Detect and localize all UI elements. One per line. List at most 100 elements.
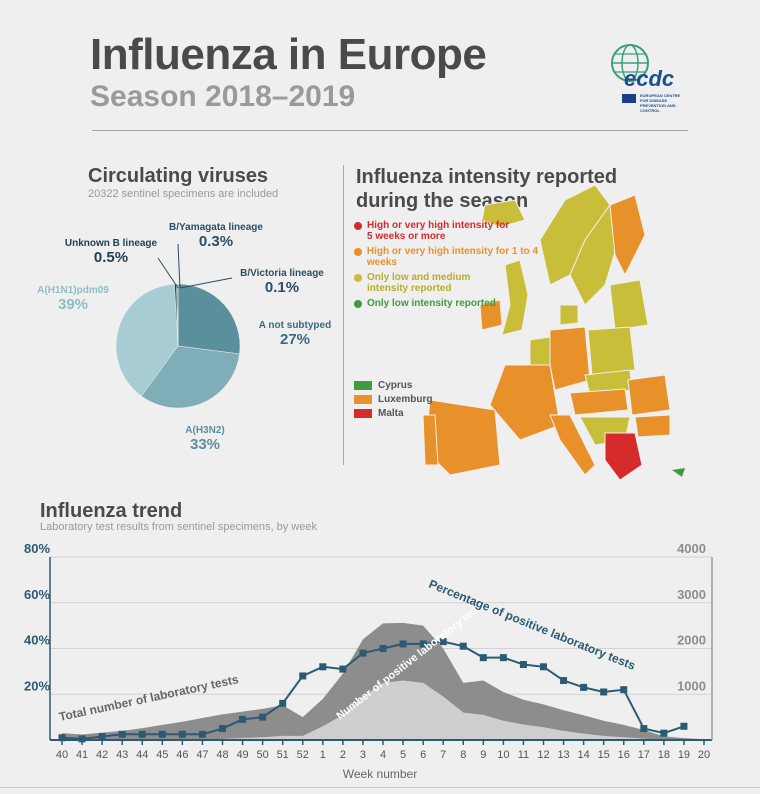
legend-label: Only low intensity reported <box>367 298 496 309</box>
map-ireland <box>479 299 503 331</box>
legend-item-low-medium: Only low and medium intensity reported <box>354 272 554 294</box>
ecdc-logo: ecdc EUROPEAN CENTRE FOR DISEASE PREVENT… <box>600 38 680 113</box>
legend-dot-icon <box>354 300 362 308</box>
map-poland <box>587 326 636 376</box>
x-tick-label: 18 <box>658 749 670 761</box>
small-country-label: Luxemburg <box>378 394 433 405</box>
map-iceland <box>481 199 526 228</box>
x-tick-label: 44 <box>136 749 148 761</box>
percent-point <box>660 729 668 737</box>
x-tick-label: 42 <box>96 749 108 761</box>
percent-point <box>239 715 247 723</box>
divider-horizontal <box>92 130 688 131</box>
percent-point <box>219 725 226 733</box>
total-tests-area <box>62 622 704 740</box>
pie-slice-a-not-subtyped <box>177 283 241 355</box>
pie-slice-a-h3n2- <box>141 345 240 409</box>
percent-point <box>118 730 126 738</box>
percent-point <box>499 654 507 662</box>
right-tick-label: 1000 <box>677 678 706 693</box>
x-tick-label: 2 <box>340 749 346 761</box>
left-tick-label: 60% <box>24 587 50 602</box>
percent-point <box>78 735 86 743</box>
legend-item-high-1-4w: High or very high intensity for 1 to 4 w… <box>354 246 554 268</box>
map-portugal <box>422 414 439 466</box>
percent-point <box>198 730 206 738</box>
x-tick-label: 14 <box>578 749 590 761</box>
percent-point <box>98 733 106 741</box>
ecdc-globe-icon <box>611 44 649 103</box>
percent-point <box>680 722 688 730</box>
percent-point <box>519 661 527 669</box>
swatch-icon <box>354 408 372 418</box>
total-tests-label: Total number of laboratory tests <box>58 672 240 724</box>
x-tick-label: 9 <box>480 749 486 761</box>
pie-label-not-subtyped-value: 27% <box>279 331 311 348</box>
percent-point <box>419 640 427 648</box>
x-tick-label: 8 <box>460 749 466 761</box>
percent-point <box>479 654 487 662</box>
legend-dot-icon <box>354 222 362 230</box>
x-tick-label: 20 <box>698 749 710 761</box>
pie-label-h3n2-name: A(H3N2) <box>185 425 225 436</box>
x-tick-label: 49 <box>236 749 248 761</box>
right-tick-label: 2000 <box>677 633 706 648</box>
map-italy <box>549 414 596 476</box>
x-tick-label: 48 <box>216 749 228 761</box>
x-tick-label: 5 <box>400 749 406 761</box>
map-france <box>489 364 561 441</box>
percent-point <box>640 725 648 733</box>
percent-point <box>178 730 186 738</box>
percent-point <box>359 649 367 657</box>
x-tick-label: 19 <box>678 749 690 761</box>
percent-point <box>600 688 608 696</box>
x-tick-label: 1 <box>320 749 326 761</box>
x-axis-title: Week number <box>343 767 417 781</box>
pie-label-h1n1: A(H1N1)pdm09 39% <box>28 285 118 313</box>
x-tick-label: 50 <box>257 749 269 761</box>
pie-label-unknown-b-value: 0.5% <box>93 249 129 266</box>
x-tick-label: 47 <box>196 749 208 761</box>
percent-point <box>319 663 327 671</box>
pie-label-h1n1-name: A(H1N1)pdm09 <box>37 285 109 296</box>
x-tick-label: 15 <box>598 749 610 761</box>
x-tick-label: 46 <box>176 749 188 761</box>
positive-tests-area <box>62 680 704 740</box>
page-title: Influenza in Europe <box>90 30 487 79</box>
small-country-cyprus: Cyprus <box>354 380 432 391</box>
ecdc-wordmark: ecdc <box>624 66 675 91</box>
trend-note: Laboratory test results from sentinel sp… <box>40 521 317 533</box>
map-austria-hungary <box>569 388 629 416</box>
x-tick-label: 52 <box>297 749 309 761</box>
percent-point <box>459 642 467 650</box>
percent-point <box>58 734 66 742</box>
pie-label-yamagata: B/Yamagata lineage 0.3% <box>166 222 266 250</box>
virus-pie-chart <box>115 243 241 409</box>
pie-label-not-subtyped: A not subtyped 27% <box>250 320 340 348</box>
x-tick-label: 16 <box>618 749 630 761</box>
percent-point <box>259 713 267 721</box>
right-tick-label: 3000 <box>677 587 706 602</box>
percent-point <box>399 640 407 648</box>
pie-label-h3n2-value: 33% <box>189 436 221 453</box>
intensity-legend: High or very high intensity for 5 weeks … <box>354 220 554 313</box>
percent-point <box>379 645 387 652</box>
x-tick-label: 6 <box>420 749 426 761</box>
pie-label-unknown-b-name: Unknown B lineage <box>64 238 158 249</box>
pie-label-yamagata-name: B/Yamagata lineage <box>169 222 263 233</box>
x-tick-label: 41 <box>76 749 88 761</box>
pie-label-h3n2: A(H3N2) 33% <box>160 425 250 453</box>
map-cyprus <box>672 468 685 477</box>
pie-label-unknown-b: Unknown B lineage 0.5% <box>56 238 166 266</box>
footer-rule <box>0 787 760 788</box>
right-tick-label: 4000 <box>677 541 706 556</box>
map-uk <box>501 259 529 336</box>
small-country-label: Cyprus <box>378 380 413 391</box>
percent-point <box>299 672 307 680</box>
x-tick-label: 10 <box>497 749 509 761</box>
percent-point <box>620 686 628 694</box>
viruses-title: Circulating viruses <box>88 165 269 187</box>
percent-point <box>540 663 547 671</box>
x-tick-label: 45 <box>156 749 168 761</box>
